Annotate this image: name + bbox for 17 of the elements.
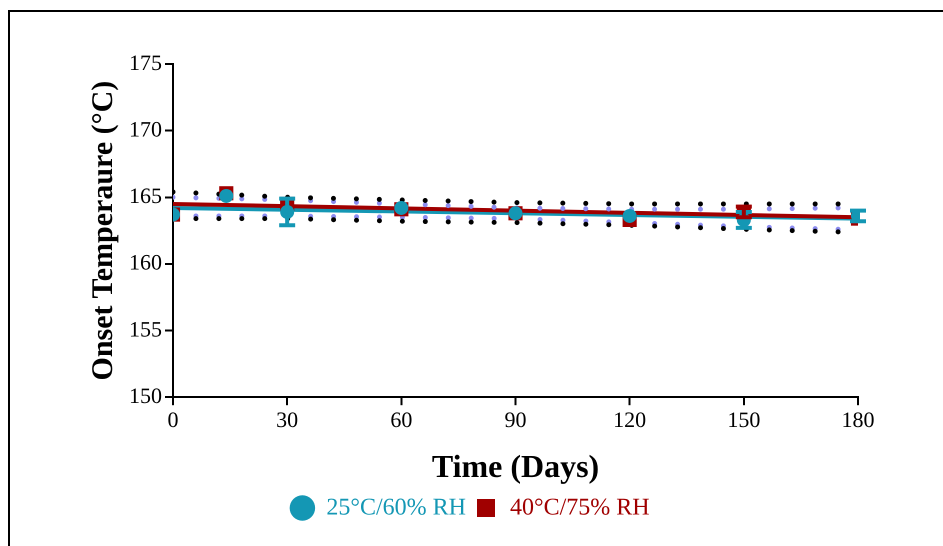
x-axis-title: Time (Days) [432,448,600,484]
x-tick-label: 180 [842,407,874,432]
y-tick-label: 175 [129,50,162,75]
x-tick-label: 120 [613,407,646,432]
y-axis-title: Onset Temperaure (°C) [86,80,119,380]
y-tick-label: 155 [129,316,162,342]
y-tick-label: 165 [129,183,162,208]
y-tick-label: 170 [129,116,162,142]
y-tick-label: 150 [129,382,162,408]
x-tick-label: 30 [276,407,298,432]
x-tick-label: 60 [390,407,412,432]
legend-label: 25°C/60% RH [326,494,466,520]
x-tick-label: 150 [727,407,760,432]
x-tick-label: 90 [504,407,526,432]
x-tick-label: 0 [168,407,178,432]
legend-label: 40°C/75% RH [510,494,650,520]
y-tick-label: 160 [129,250,162,275]
